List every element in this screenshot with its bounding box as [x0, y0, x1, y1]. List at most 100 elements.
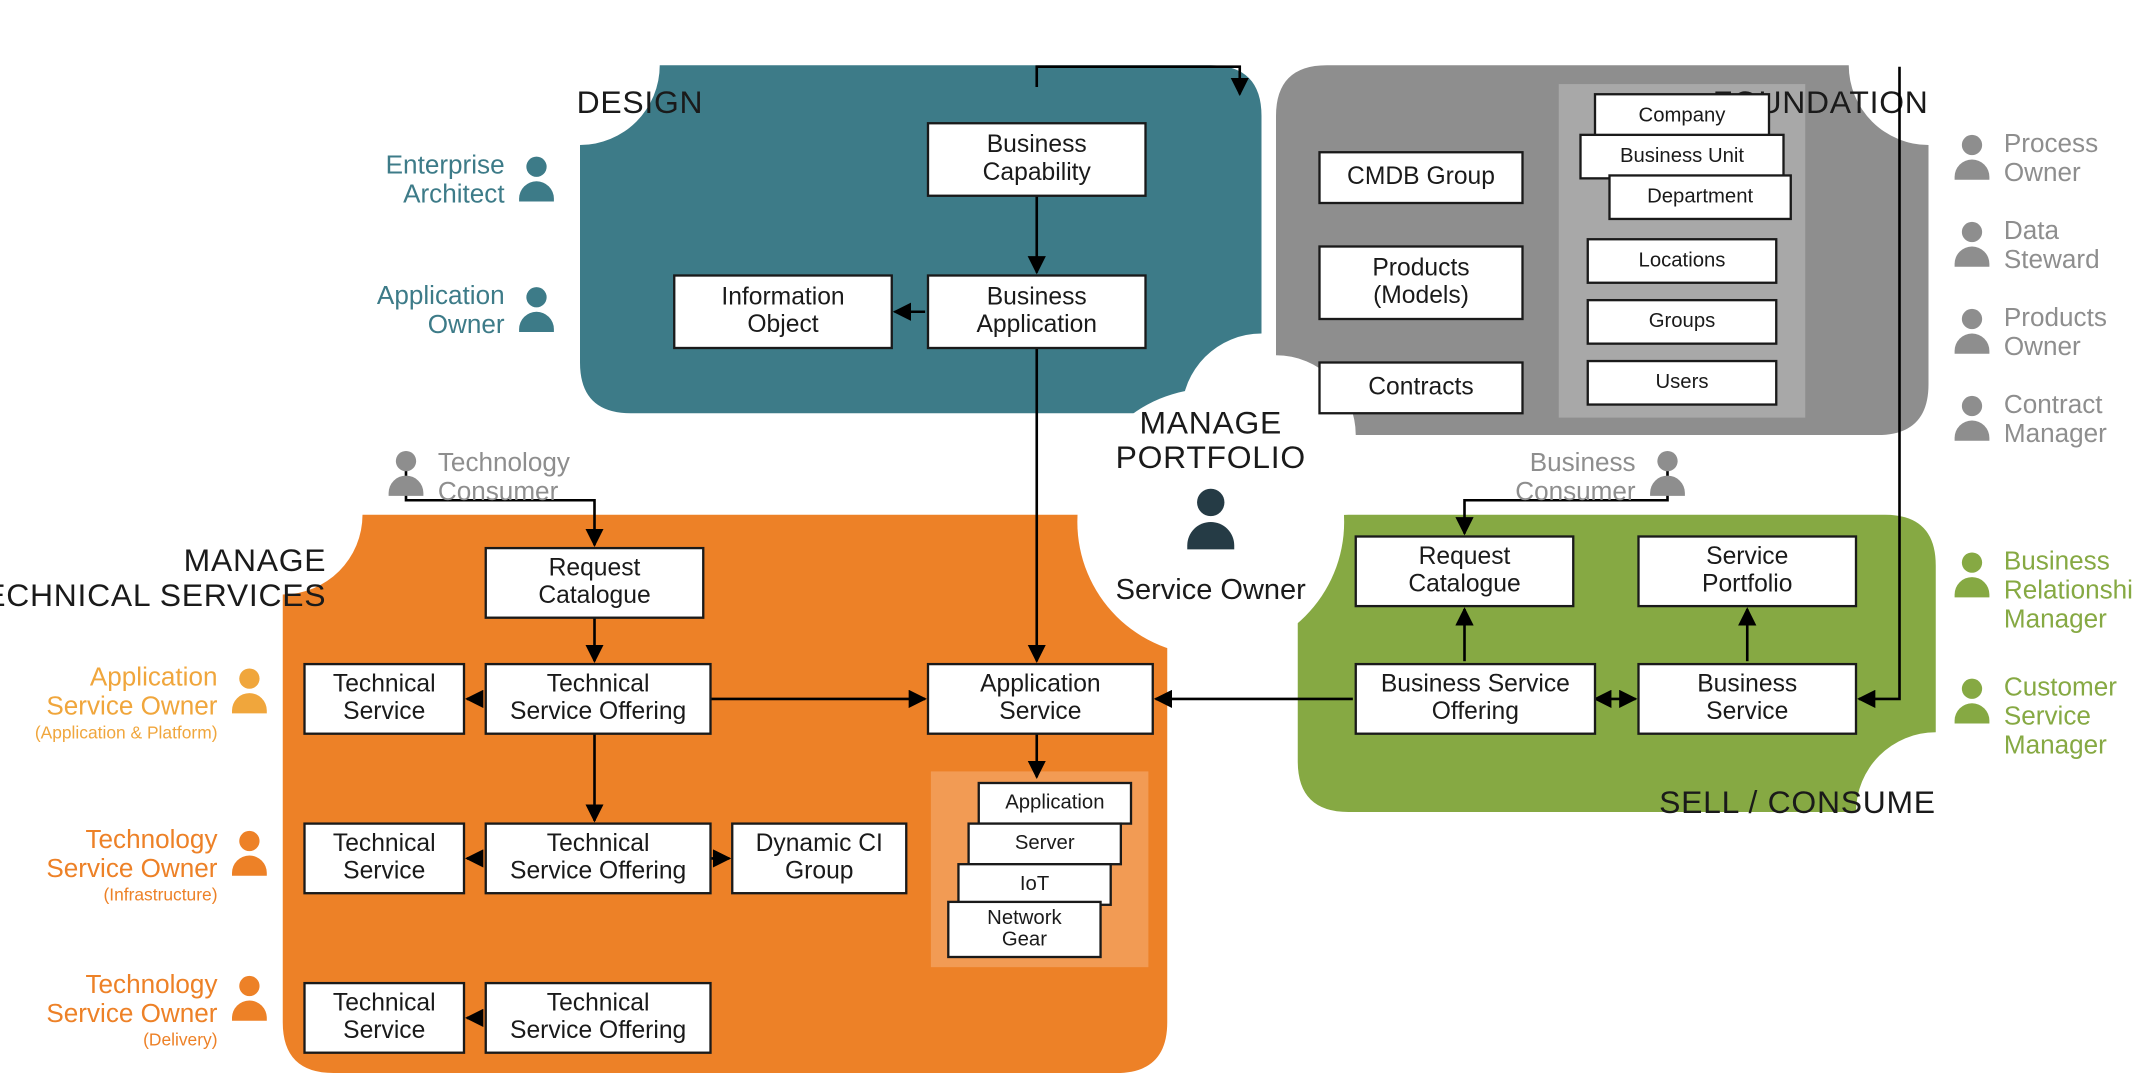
- role-label: Steward: [2004, 244, 2100, 274]
- box-label-card1: Application: [1005, 792, 1104, 814]
- box-label-rcat2: Request: [1419, 543, 1511, 570]
- box-label-appsvc: Service: [999, 698, 1081, 725]
- person-icon: [1955, 222, 1990, 267]
- box-label-ts2: Service: [343, 858, 425, 885]
- box-ts1: TechnicalService: [305, 664, 465, 734]
- box-label-ts3: Technical: [333, 990, 436, 1017]
- region-label-sell: SELL / CONSUME: [1659, 784, 1936, 820]
- person-icon: [519, 287, 554, 332]
- box-bso: Business ServiceOffering: [1356, 664, 1595, 734]
- role-label: Process: [2004, 128, 2098, 158]
- box-bu: Business Unit: [1581, 135, 1784, 179]
- box-label-iobj: Object: [747, 311, 818, 338]
- box-label-bso: Offering: [1432, 698, 1519, 725]
- box-loc: Locations: [1588, 239, 1777, 283]
- role-label: Service: [2004, 701, 2091, 731]
- box-cmdbg: CMDB Group: [1320, 152, 1523, 203]
- box-label-bu: Business Unit: [1620, 145, 1744, 167]
- box-label-ts3: Service: [343, 1017, 425, 1044]
- role-label: Customer: [2004, 672, 2117, 702]
- role-label: Technology: [438, 447, 570, 477]
- box-bapp: BusinessApplication: [928, 276, 1146, 349]
- box-label-bsvc: Business: [1697, 671, 1797, 698]
- person-icon: [232, 831, 267, 876]
- role-label: Application: [377, 280, 505, 310]
- box-label-tso3: Service Offering: [510, 1017, 686, 1044]
- role-label: Relationship: [2004, 574, 2132, 604]
- box-label-tso3: Technical: [547, 990, 650, 1017]
- box-label-rcat1: Request: [549, 555, 641, 582]
- box-label-dci: Group: [785, 858, 853, 885]
- person-icon: [232, 668, 267, 713]
- box-label-ts1: Technical: [333, 671, 436, 698]
- role-label: Consumer: [438, 476, 559, 506]
- role-label: Products: [2004, 302, 2107, 332]
- box-label-cmdbg: CMDB Group: [1347, 163, 1495, 190]
- region-label-mts: MANAGE: [184, 542, 327, 578]
- box-tso3: TechnicalService Offering: [486, 983, 711, 1053]
- center-subtitle: Service Owner: [1116, 574, 1307, 606]
- center-title: PORTFOLIO: [1116, 439, 1306, 475]
- role-label: Service Owner: [46, 690, 217, 720]
- box-label-tso2: Service Offering: [510, 858, 686, 885]
- box-iobj: InformationObject: [674, 276, 892, 349]
- box-label-dept: Department: [1647, 186, 1753, 208]
- box-contr: Contracts: [1320, 363, 1523, 414]
- role-label: Owner: [428, 309, 505, 339]
- role-label: Technology: [85, 824, 217, 854]
- box-bcap: BusinessCapability: [928, 123, 1146, 196]
- box-label-appsvc: Application: [980, 671, 1101, 698]
- role-label: Contract: [2004, 389, 2103, 419]
- role-label: Service Owner: [46, 853, 217, 883]
- box-prodm: Products(Models): [1320, 247, 1523, 320]
- box-label-rcat1: Catalogue: [538, 582, 650, 609]
- box-card3: IoT: [958, 864, 1110, 905]
- person-icon: [1955, 396, 1990, 441]
- box-card2: Server: [969, 824, 1121, 865]
- box-label-card4: Gear: [1002, 929, 1047, 951]
- box-label-prodm: Products: [1372, 254, 1469, 281]
- region-label-mts: TECHNICAL SERVICES: [0, 577, 326, 613]
- role-label: Business: [1530, 447, 1636, 477]
- box-ts2: TechnicalService: [305, 824, 465, 894]
- box-bsvc: BusinessService: [1639, 664, 1857, 734]
- box-label-bso: Business Service: [1381, 671, 1570, 698]
- region-label-design: DESIGN: [577, 84, 704, 120]
- box-label-ts1: Service: [343, 698, 425, 725]
- role-label: Enterprise: [386, 150, 505, 180]
- role-label: Technology: [85, 969, 217, 999]
- box-label-iobj: Information: [721, 283, 844, 310]
- box-label-usr: Users: [1655, 371, 1708, 393]
- box-label-loc: Locations: [1639, 249, 1726, 271]
- box-tso1: TechnicalService Offering: [486, 664, 711, 734]
- box-appsvc: ApplicationService: [928, 664, 1153, 734]
- box-tso2: TechnicalService Offering: [486, 824, 711, 894]
- box-label-bcap: Business: [987, 131, 1087, 158]
- role-sublabel: (Delivery): [143, 1030, 217, 1050]
- role-label: Owner: [2004, 331, 2081, 361]
- diagram-root: DESIGNFOUNDATIONMANAGETECHNICAL SERVICES…: [0, 0, 2134, 1088]
- role-label: Application: [90, 661, 218, 691]
- role-label: Manager: [2004, 418, 2107, 448]
- role-sublabel: (Application & Platform): [35, 722, 218, 742]
- role-label: Data: [2004, 215, 2060, 245]
- box-label-tso1: Service Offering: [510, 698, 686, 725]
- box-label-contr: Contracts: [1368, 373, 1473, 400]
- box-sp: ServicePortfolio: [1639, 537, 1857, 607]
- person-icon: [1955, 309, 1990, 354]
- role-label: Business: [2004, 545, 2110, 575]
- person-icon: [1955, 135, 1990, 180]
- box-label-tso2: Technical: [547, 830, 650, 857]
- box-rcat1: RequestCatalogue: [486, 548, 704, 618]
- box-label-card4: Network: [987, 907, 1062, 929]
- box-label-bapp: Business: [987, 283, 1087, 310]
- box-label-grp: Groups: [1649, 310, 1716, 332]
- center-title: MANAGE: [1139, 404, 1282, 440]
- box-ts3: TechnicalService: [305, 983, 465, 1053]
- role-label: Consumer: [1515, 476, 1636, 506]
- box-dept: Department: [1610, 175, 1791, 219]
- role-label: Architect: [403, 179, 505, 209]
- box-label-comp: Company: [1639, 104, 1727, 126]
- box-card1: Application: [979, 783, 1131, 824]
- box-grp: Groups: [1588, 300, 1777, 344]
